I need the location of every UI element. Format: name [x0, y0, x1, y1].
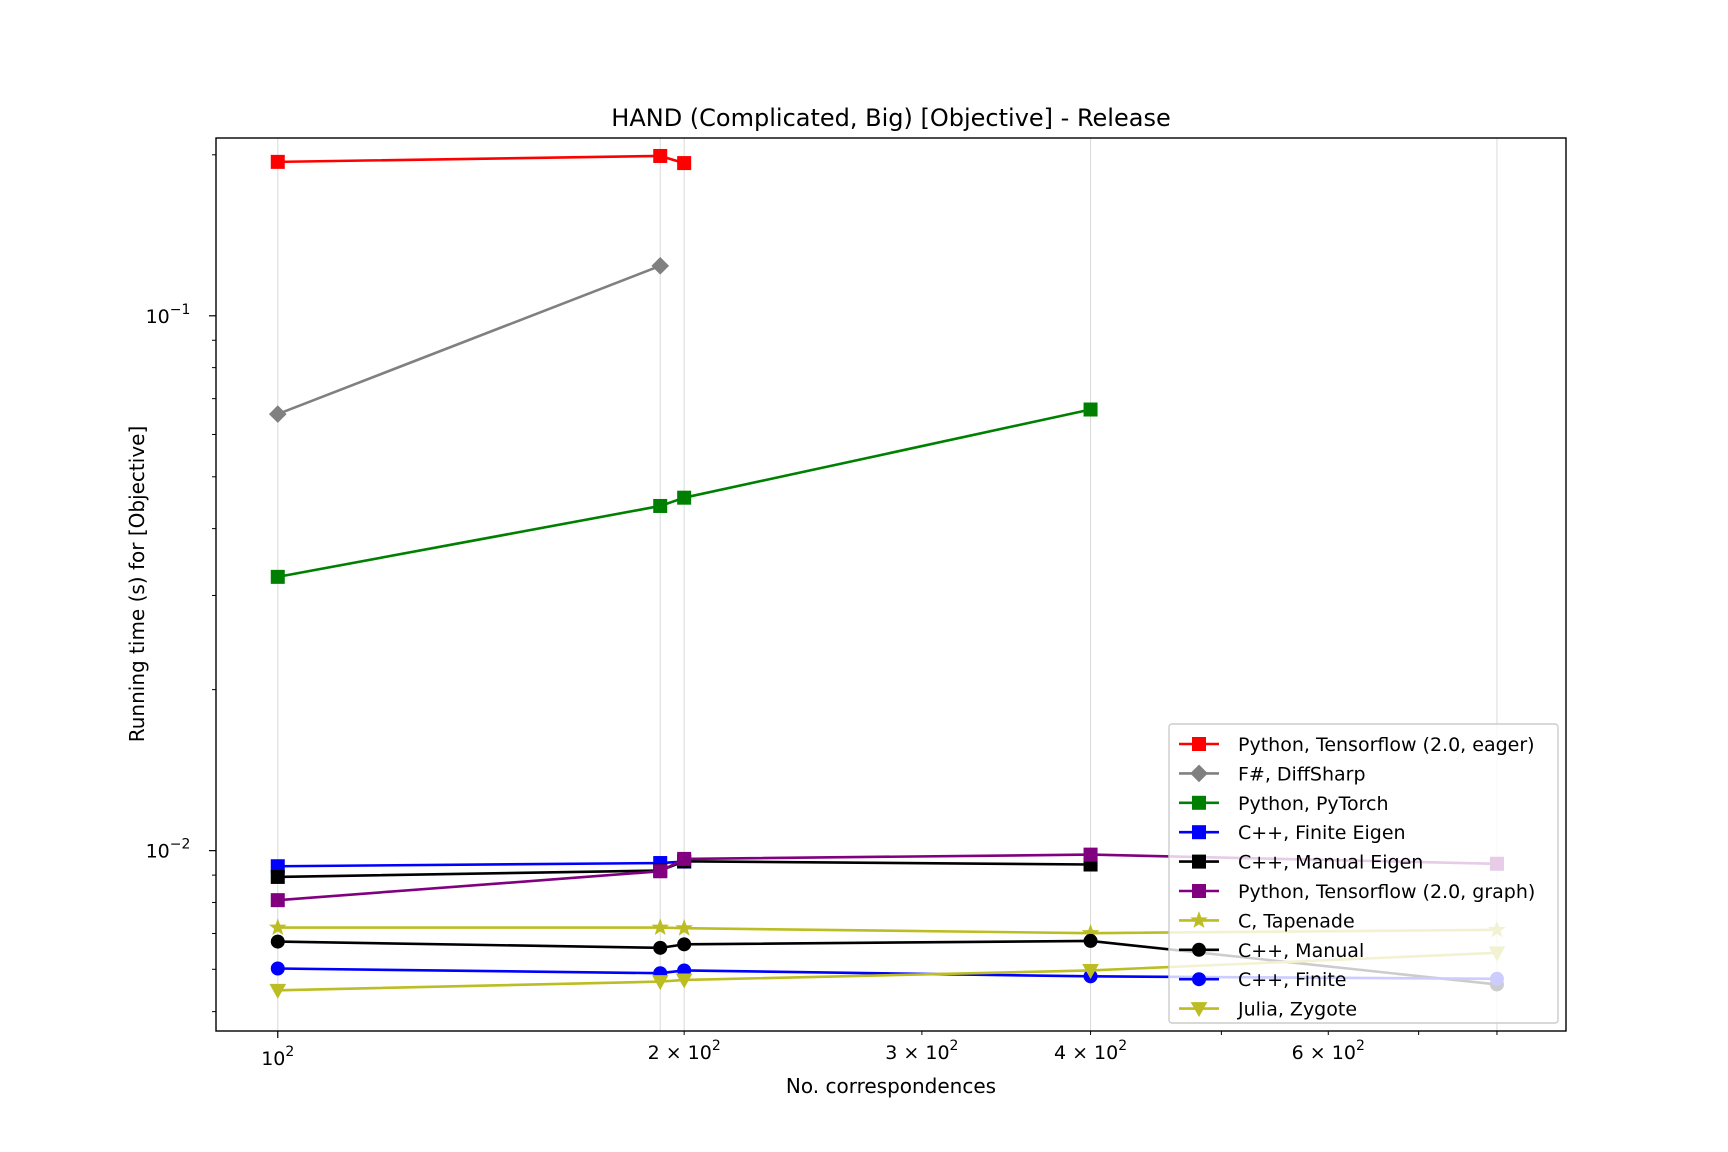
legend-label: C++, Finite Eigen	[1238, 822, 1406, 844]
data-point	[677, 490, 692, 505]
y-tick-label-exponent: −1	[170, 302, 191, 318]
legend-entry: C, Tapenade	[1179, 910, 1355, 932]
legend-entry: C++, Finite Eigen	[1179, 822, 1406, 844]
legend-label: Python, Tensorflow (2.0, eager)	[1238, 734, 1535, 756]
legend-entry: C++, Finite	[1179, 969, 1346, 991]
data-point	[268, 405, 287, 423]
data-point	[675, 973, 693, 989]
series-line	[277, 408, 1091, 579]
data-point	[653, 864, 668, 879]
legend-label: Julia, Zygote	[1237, 999, 1357, 1021]
y-tick-label: 10−2	[146, 837, 191, 863]
legend-marker	[1192, 972, 1206, 987]
data-point	[675, 918, 693, 936]
legend-entry: F#, DiffSharp	[1179, 763, 1366, 785]
data-point	[677, 156, 692, 171]
data-point	[270, 893, 285, 908]
x-minor-tick-label-base: 2 × 10	[648, 1042, 712, 1064]
legend: Python, Tensorflow (2.0, eager) F#, DiffS…	[1168, 723, 1559, 1024]
x-minor-tick-label: 3 × 102	[885, 1038, 958, 1064]
data-point	[268, 918, 287, 936]
legend-label: Python, PyTorch	[1238, 793, 1389, 815]
x-minor-tick-label: 4 × 102	[1054, 1038, 1127, 1064]
legend-marker	[1190, 764, 1208, 783]
legend-entry: Python, Tensorflow (2.0, eager)	[1179, 734, 1535, 756]
data-point	[653, 148, 668, 163]
legend-label: F#, DiffSharp	[1238, 763, 1366, 785]
legend-label: C++, Manual Eigen	[1238, 852, 1423, 874]
x-minor-tick-label-base: 3 × 10	[885, 1042, 949, 1064]
data-point	[651, 975, 669, 991]
legend-label: C++, Manual	[1238, 940, 1364, 962]
data-point	[1083, 402, 1098, 417]
data-point	[270, 934, 285, 949]
x-tick-label: 102	[261, 1044, 294, 1070]
data-point	[1083, 847, 1098, 862]
legend-marker	[1192, 737, 1206, 751]
data-point	[270, 961, 285, 976]
legend-marker	[1190, 1002, 1208, 1018]
y-tick-label-base: 10	[146, 306, 170, 328]
series-0	[270, 148, 692, 171]
data-point	[651, 257, 670, 275]
x-tick-label-exponent: 2	[285, 1044, 294, 1060]
legend-marker	[1192, 854, 1206, 869]
x-minor-tick-label-base: 6 × 10	[1292, 1042, 1356, 1064]
x-axis-label: No. correspondences	[786, 1074, 996, 1098]
x-minor-tick-label: 2 × 102	[648, 1038, 721, 1064]
data-point	[653, 940, 668, 955]
data-point	[269, 983, 287, 999]
legend-label: C++, Finite	[1238, 969, 1346, 991]
legend-label: Python, Tensorflow (2.0, graph)	[1238, 881, 1535, 903]
x-minor-tick-label: 6 × 102	[1292, 1038, 1365, 1064]
plot-frame	[215, 137, 1567, 1032]
legend-entry: C++, Manual Eigen	[1179, 852, 1423, 874]
x-minor-tick-label-exponent: 2	[950, 1038, 959, 1054]
legend-marker	[1190, 911, 1208, 928]
legend-entry: Python, PyTorch	[1179, 793, 1389, 815]
y-tick-label-exponent: −2	[170, 837, 191, 853]
series-1	[268, 257, 670, 423]
legend-label: C, Tapenade	[1238, 910, 1355, 932]
chart-title: HAND (Complicated, Big) [Objective] - Re…	[611, 104, 1170, 132]
y-axis-label: Running time (s) for [Objective]	[125, 426, 149, 743]
data-point	[1083, 933, 1098, 948]
series-2	[270, 402, 1098, 584]
data-point	[677, 851, 692, 866]
legend-marker	[1192, 825, 1206, 840]
legend-entry: C++, Manual	[1179, 940, 1364, 962]
legend-marker	[1192, 884, 1206, 898]
data-point	[651, 918, 670, 936]
data-point	[270, 569, 285, 584]
y-tick-label-base: 10	[146, 841, 170, 863]
data-point	[270, 869, 285, 884]
x-tick-label-base: 10	[261, 1048, 285, 1070]
x-minor-tick-label-exponent: 2	[1356, 1038, 1365, 1054]
legend-entry: Julia, Zygote	[1179, 999, 1357, 1021]
series-line	[277, 264, 661, 416]
y-tick-label: 10−1	[146, 302, 191, 328]
legend-entry: Python, Tensorflow (2.0, graph)	[1179, 881, 1535, 903]
data-point	[677, 937, 692, 952]
data-point	[1082, 963, 1099, 979]
x-minor-tick-label-exponent: 2	[1118, 1038, 1127, 1054]
data-point	[270, 154, 285, 169]
x-minor-tick-label-base: 4 × 10	[1054, 1042, 1118, 1064]
legend-marker	[1192, 942, 1206, 957]
data-point	[653, 498, 668, 513]
x-minor-tick-label-exponent: 2	[712, 1038, 721, 1054]
legend-box	[1168, 723, 1559, 1024]
legend-marker	[1192, 795, 1206, 810]
